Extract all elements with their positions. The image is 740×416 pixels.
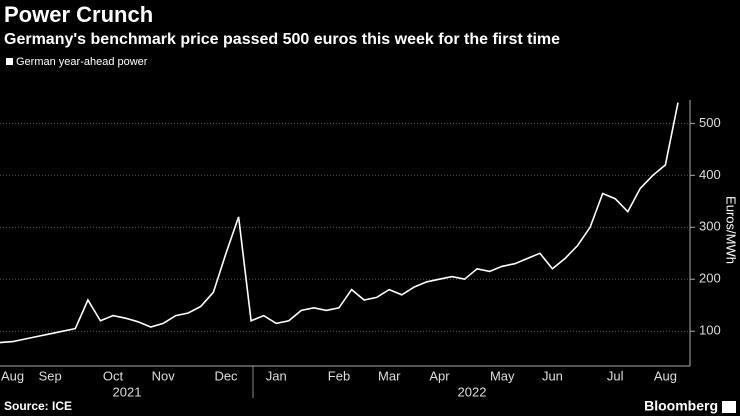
- x-tick-label: Jul: [607, 368, 624, 383]
- x-tick-label: Oct: [103, 368, 124, 383]
- source: Source: ICE: [4, 399, 72, 413]
- year-label: 2021: [113, 384, 142, 399]
- y-axis-label: Euros/MWh: [724, 196, 739, 264]
- x-tick-label: Sep: [39, 368, 62, 383]
- x-tick-label: Nov: [152, 368, 176, 383]
- y-tick-label: 300: [699, 219, 721, 234]
- x-tick-label: Feb: [328, 368, 350, 383]
- x-tick-label: Apr: [429, 368, 450, 383]
- legend-swatch: [6, 58, 13, 65]
- line: [0, 102, 679, 344]
- x-tick-label: Dec: [214, 368, 238, 383]
- x-tick-label: Aug: [1, 368, 24, 383]
- x-tick-label: Jun: [542, 368, 563, 383]
- y-tick-label: 200: [699, 271, 721, 286]
- x-tick-label: May: [490, 368, 515, 383]
- year-label: 2022: [458, 384, 487, 399]
- chart-title: Power Crunch: [4, 2, 153, 27]
- legend-label: German year-ahead power: [16, 56, 148, 68]
- x-tick-label: Mar: [378, 368, 401, 383]
- x-tick-label: Jan: [266, 368, 287, 383]
- y-tick-label: 400: [699, 167, 721, 182]
- x-tick-label: Aug: [654, 368, 677, 383]
- brand-icon: [722, 401, 736, 413]
- y-tick-label: 100: [699, 323, 721, 338]
- y-tick-label: 500: [699, 115, 721, 130]
- brand: Bloomberg: [644, 398, 718, 414]
- chart-subtitle: Germany's benchmark price passed 500 eur…: [4, 31, 560, 48]
